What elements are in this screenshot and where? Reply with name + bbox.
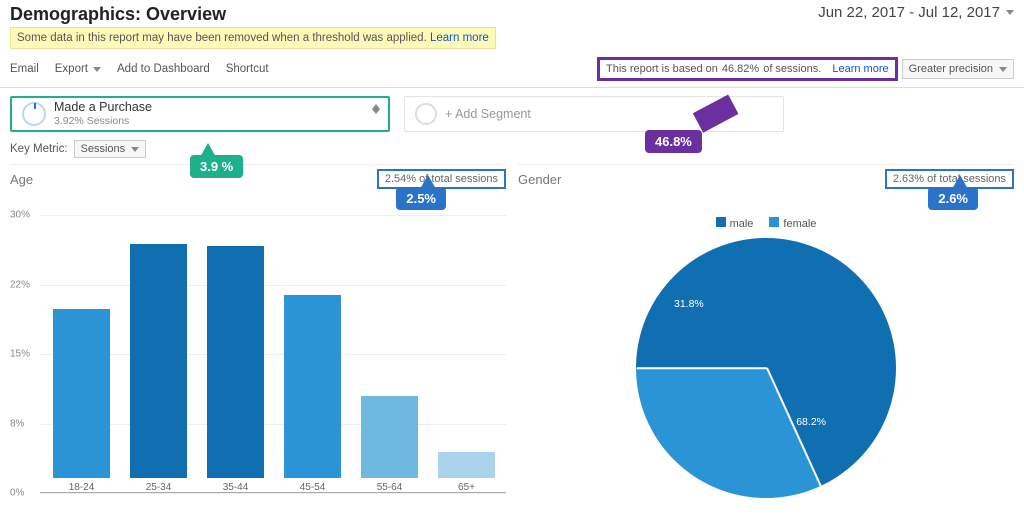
age-panel: Age 2.54% of total sessions 2.5% 0% 8% 15%… [10, 164, 506, 515]
x-axis-label: 35-44 [223, 482, 249, 493]
annotation-purple: 46.8% [645, 130, 702, 153]
x-axis-label: 65+ [458, 482, 475, 493]
y-axis-label: 8% [10, 418, 24, 429]
key-metric-value: Sessions [81, 143, 126, 155]
circle-icon [415, 103, 437, 125]
y-axis-label: 0% [10, 488, 24, 499]
pie-label-female: 31.8% [674, 298, 704, 310]
age-bar[interactable] [130, 244, 188, 478]
x-axis-label: 55-64 [377, 482, 403, 493]
chevron-down-icon [999, 67, 1007, 72]
precision-button[interactable]: Greater precision [902, 59, 1014, 79]
gender-panel-title: Gender [518, 172, 561, 187]
y-axis-label: 30% [10, 210, 30, 221]
annotation-green: 3.9 % [190, 155, 243, 178]
precision-label: Greater precision [909, 63, 993, 75]
export-label: Export [55, 63, 88, 75]
email-button[interactable]: Email [10, 63, 39, 75]
threshold-banner: Some data in this report may have been r… [10, 27, 496, 49]
legend-item: male [716, 217, 754, 230]
age-bar[interactable] [284, 295, 342, 478]
y-axis-label: 15% [10, 349, 30, 360]
sampling-learn-more-link[interactable]: Learn more [832, 63, 888, 75]
segment-card-primary[interactable]: Made a Purchase 3.92% Sessions [10, 96, 390, 132]
banner-text: Some data in this report may have been r… [17, 32, 427, 44]
key-metric-select[interactable]: Sessions [74, 140, 147, 158]
chevron-down-icon [1006, 10, 1014, 15]
export-button[interactable]: Export [55, 63, 101, 75]
sampling-pct: 46.82% [722, 63, 759, 75]
x-axis-label: 45-54 [300, 482, 326, 493]
age-bar[interactable] [207, 246, 265, 478]
gender-total-sessions: 2.63% of total sessions [885, 169, 1014, 189]
age-total-sessions: 2.54% of total sessions [377, 169, 506, 189]
gender-pie-chart: 68.2% 31.8% [636, 238, 896, 498]
age-bar-chart: 0%8%15%22%30%18-2425-3435-4445-5455-6465… [10, 215, 506, 515]
age-panel-title: Age [10, 172, 33, 187]
key-metric-label: Key Metric: [10, 143, 68, 155]
age-bar[interactable] [438, 452, 496, 478]
shortcut-button[interactable]: Shortcut [226, 63, 269, 75]
pie-label-male: 68.2% [796, 416, 826, 428]
annotation-blue-age: 2.5% [396, 187, 446, 210]
sampling-text-prefix: This report is based on [606, 63, 718, 75]
segment-menu-icon[interactable] [370, 104, 380, 114]
date-range-text: Jun 22, 2017 - Jul 12, 2017 [818, 4, 1000, 21]
x-axis-label: 18-24 [69, 482, 95, 493]
segment-progress-icon [22, 102, 46, 126]
chevron-down-icon [131, 147, 139, 152]
x-axis-label: 25-34 [146, 482, 172, 493]
sampling-text-suffix: of sessions. [763, 63, 821, 75]
age-bar[interactable] [361, 396, 419, 478]
add-segment-label: + Add Segment [445, 107, 531, 121]
segment-subtitle: 3.92% Sessions [54, 115, 152, 128]
annotation-blue-gender: 2.6% [928, 187, 978, 210]
page-title: Demographics: Overview [10, 4, 226, 25]
gender-panel: Gender 2.63% of total sessions 2.6% male… [518, 164, 1014, 515]
banner-learn-more-link[interactable]: Learn more [430, 32, 489, 44]
segment-title: Made a Purchase [54, 100, 152, 115]
chevron-down-icon [93, 67, 101, 72]
age-bar[interactable] [53, 309, 111, 478]
y-axis-label: 22% [10, 279, 30, 290]
gender-legend: male female [518, 217, 1014, 230]
add-to-dashboard-button[interactable]: Add to Dashboard [117, 63, 210, 75]
date-range-picker[interactable]: Jun 22, 2017 - Jul 12, 2017 [818, 4, 1014, 21]
sampling-notice: This report is based on 46.82% of sessio… [597, 57, 898, 81]
legend-item: female [769, 217, 816, 230]
